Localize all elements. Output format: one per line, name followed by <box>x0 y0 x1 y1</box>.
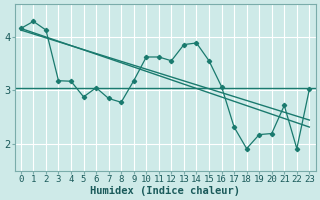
X-axis label: Humidex (Indice chaleur): Humidex (Indice chaleur) <box>90 186 240 196</box>
